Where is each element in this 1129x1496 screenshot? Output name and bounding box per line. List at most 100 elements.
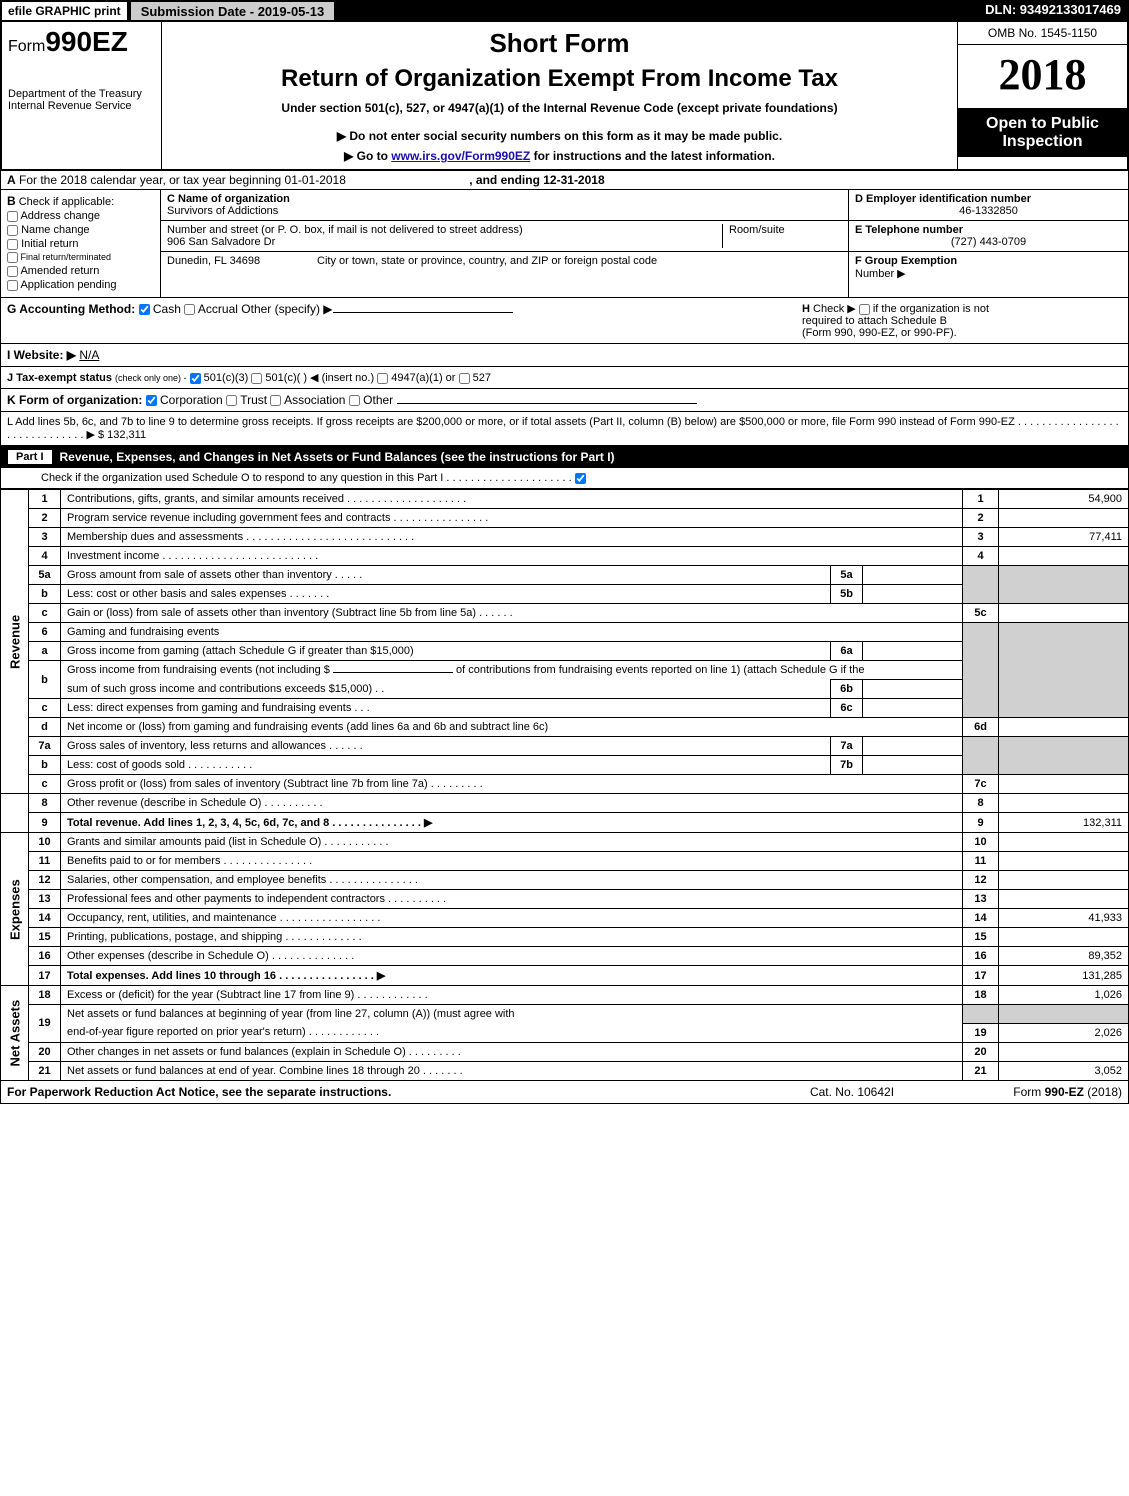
check-application-pending[interactable]: Application pending: [7, 279, 154, 291]
checkbox-cash[interactable]: [139, 304, 150, 315]
check-address-change[interactable]: Address change: [7, 210, 154, 222]
l5b-num: b: [29, 585, 61, 604]
line-18: Net Assets 18 Excess or (deficit) for th…: [1, 986, 1129, 1005]
l17-text: Total expenses. Add lines 10 through 16 …: [67, 970, 385, 982]
opt-4947: 4947(a)(1) or: [391, 372, 455, 384]
l5b-mval: [863, 585, 963, 604]
line-15: 15 Printing, publications, postage, and …: [1, 928, 1129, 947]
check-final-return[interactable]: Final return/terminated: [7, 252, 154, 263]
goto-instructions: ▶ Go to www.irs.gov/Form990EZ for instru…: [168, 149, 951, 163]
opt-501c-note: ◀ (insert no.): [310, 372, 374, 384]
l6-num: 6: [29, 623, 61, 642]
checkbox-address[interactable]: [7, 211, 18, 222]
checkbox-501c3[interactable]: [190, 373, 201, 384]
checkbox-schedule-o[interactable]: [575, 473, 586, 484]
checkbox-h[interactable]: [859, 304, 870, 315]
checkbox-association[interactable]: [270, 395, 281, 406]
l10-num: 10: [29, 833, 61, 852]
header-right: OMB No. 1545-1150 2018 Open to Public In…: [957, 22, 1127, 169]
l6a-mnum: 6a: [831, 642, 863, 661]
phone-label: E Telephone number: [855, 224, 1122, 236]
l4-rval: [999, 547, 1129, 566]
l2-num: 2: [29, 509, 61, 528]
l5c-rval: [999, 604, 1129, 623]
l7c-desc: Gross profit or (loss) from sales of inv…: [61, 775, 963, 794]
part1-title: Revenue, Expenses, and Changes in Net As…: [60, 450, 615, 464]
top-bar: efile GRAPHIC print Submission Date - 20…: [0, 0, 1129, 22]
l5c-rnum: 5c: [963, 604, 999, 623]
checkbox-pending[interactable]: [7, 280, 18, 291]
l6b-num: b: [29, 661, 61, 699]
other-label: Other (specify) ▶: [241, 302, 332, 316]
l11-rnum: 11: [963, 852, 999, 871]
section-bc: B Check if applicable: Address change Na…: [0, 190, 1129, 298]
header-left: Form990EZ Department of the Treasury Int…: [2, 22, 162, 169]
l7c-rnum: 7c: [963, 775, 999, 794]
checkbox-501c[interactable]: [251, 373, 262, 384]
group-exemption-row: F Group Exemption Number ▶: [849, 252, 1128, 283]
checkbox-name[interactable]: [7, 225, 18, 236]
checkbox-final[interactable]: [7, 252, 18, 263]
line-9: 9 Total revenue. Add lines 1, 2, 3, 4, 5…: [1, 813, 1129, 833]
goto-link[interactable]: www.irs.gov/Form990EZ: [391, 149, 530, 163]
checkbox-other-org[interactable]: [349, 395, 360, 406]
label-amended: Amended return: [20, 265, 99, 277]
row-k: K Form of organization: Corporation Trus…: [0, 389, 1129, 412]
l1-rnum: 1: [963, 490, 999, 509]
l6-shade: [963, 623, 999, 718]
l6a-num: a: [29, 642, 61, 661]
l5a-mval: [863, 566, 963, 585]
department: Department of the Treasury Internal Reve…: [8, 88, 155, 112]
l14-rval: 41,933: [999, 909, 1129, 928]
checkbox-trust[interactable]: [226, 395, 237, 406]
line-6b2: sum of such gross income and contributio…: [1, 680, 1129, 699]
efile-label[interactable]: efile GRAPHIC print: [0, 0, 129, 22]
l19-desc1: Net assets or fund balances at beginning…: [61, 1005, 963, 1024]
line-16: 16 Other expenses (describe in Schedule …: [1, 947, 1129, 966]
opt-527: 527: [473, 372, 491, 384]
other-org-input[interactable]: [397, 403, 697, 404]
l6b-amount-input[interactable]: [333, 672, 453, 673]
l20-desc: Other changes in net assets or fund bala…: [61, 1042, 963, 1061]
addr-value: 906 San Salvadore Dr: [167, 236, 722, 248]
spacer: [336, 0, 977, 22]
l19-rnum: 19: [963, 1023, 999, 1042]
checkbox-corporation[interactable]: [146, 395, 157, 406]
l1-desc: Contributions, gifts, grants, and simila…: [61, 490, 963, 509]
l19-shade: [963, 1005, 999, 1024]
l9-desc: Total revenue. Add lines 1, 2, 3, 4, 5c,…: [61, 813, 963, 833]
opt-corporation: Corporation: [160, 393, 223, 407]
footer-left: For Paperwork Reduction Act Notice, see …: [7, 1085, 762, 1099]
l6-desc: Gaming and fundraising events: [61, 623, 963, 642]
l5c-desc: Gain or (loss) from sale of assets other…: [61, 604, 963, 623]
line-4: 4 Investment income . . . . . . . . . . …: [1, 547, 1129, 566]
checkbox-527[interactable]: [459, 373, 470, 384]
line-7a: 7a Gross sales of inventory, less return…: [1, 737, 1129, 756]
row-a-text: For the 2018 calendar year, or tax year …: [19, 173, 346, 187]
l15-num: 15: [29, 928, 61, 947]
checkbox-4947[interactable]: [377, 373, 388, 384]
l16-desc: Other expenses (describe in Schedule O) …: [61, 947, 963, 966]
l14-num: 14: [29, 909, 61, 928]
checkbox-amended[interactable]: [7, 266, 18, 277]
dept-treasury: Department of the Treasury: [8, 88, 155, 100]
l6b-desc3: sum of such gross income and contributio…: [61, 680, 831, 699]
check-amended-return[interactable]: Amended return: [7, 265, 154, 277]
l18-num: 18: [29, 986, 61, 1005]
l6b-mval: [863, 680, 963, 699]
l11-num: 11: [29, 852, 61, 871]
footer: For Paperwork Reduction Act Notice, see …: [0, 1081, 1129, 1104]
checkbox-accrual[interactable]: [184, 304, 195, 315]
check-name-change[interactable]: Name change: [7, 224, 154, 236]
checkbox-initial[interactable]: [7, 239, 18, 250]
l2-desc: Program service revenue including govern…: [61, 509, 963, 528]
l9-num: 9: [29, 813, 61, 833]
check-initial-return[interactable]: Initial return: [7, 238, 154, 250]
other-input[interactable]: [333, 312, 513, 313]
l11-desc: Benefits paid to or for members . . . . …: [61, 852, 963, 871]
l14-rnum: 14: [963, 909, 999, 928]
part1-label: Part I: [8, 450, 52, 464]
form-prefix: Form: [8, 38, 45, 55]
open-line2: Inspection: [962, 133, 1123, 151]
l2-rval: [999, 509, 1129, 528]
